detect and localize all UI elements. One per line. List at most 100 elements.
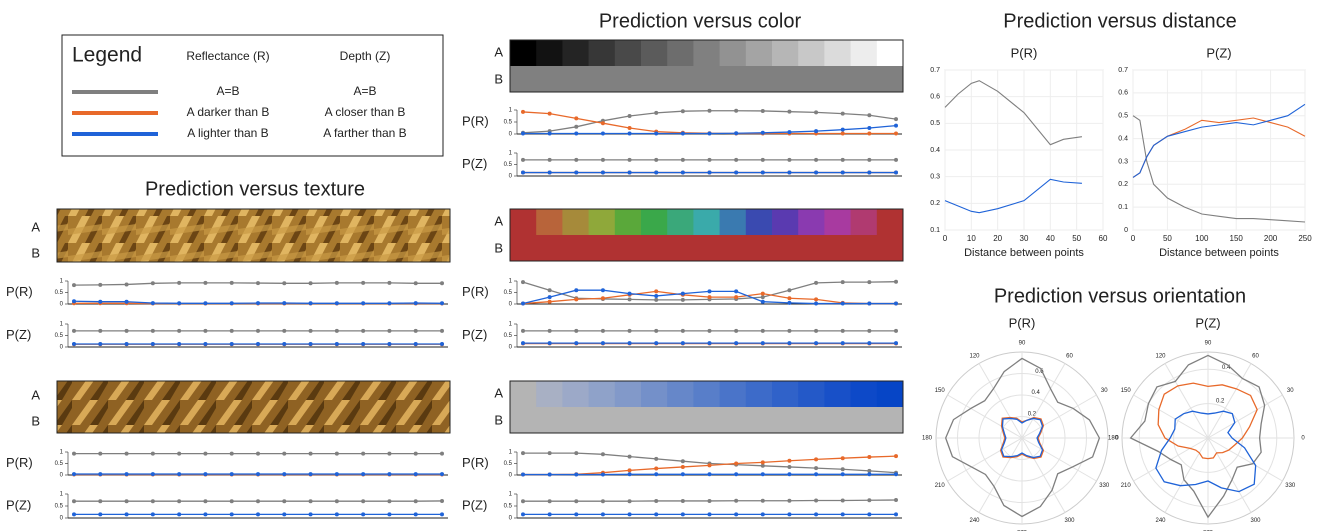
series-point [761, 472, 765, 476]
series-point [761, 460, 765, 464]
y-tick-label: 1 [509, 108, 513, 114]
series-point [734, 289, 738, 293]
series-point [230, 301, 234, 305]
series-point [628, 341, 632, 345]
series-point [654, 132, 658, 136]
series-point [814, 281, 818, 285]
series-point [787, 301, 791, 305]
series-point [841, 280, 845, 284]
series-point [654, 341, 658, 345]
strip-cell [851, 209, 878, 235]
y-tick-label: 0.1 [930, 227, 940, 234]
series-point [894, 512, 898, 516]
series-point [548, 295, 552, 299]
strip-cell [877, 209, 904, 235]
series-point [151, 452, 155, 456]
series-point [574, 329, 578, 333]
series-point [387, 342, 391, 346]
theta-tick-label: 30 [1287, 388, 1294, 394]
theta-tick-label: 60 [1066, 353, 1073, 359]
texture-strip [57, 209, 450, 262]
series-point [521, 132, 525, 136]
series-point [708, 472, 712, 476]
strip-cell [824, 381, 851, 407]
series-point [387, 329, 391, 333]
series-point [894, 117, 898, 121]
series-point [309, 452, 313, 456]
series-point [440, 329, 444, 333]
y-axis-label: P(R) [6, 284, 33, 299]
series-point [681, 329, 685, 333]
series-point [230, 512, 234, 516]
y-tick-label: 1 [60, 279, 64, 285]
series-point [72, 452, 76, 456]
strip-cell [746, 381, 773, 407]
strip-cell [589, 209, 616, 235]
series-point [98, 342, 102, 346]
series-point [361, 452, 365, 456]
y-tick-label: 0.2 [930, 200, 940, 207]
strip-cell [641, 381, 668, 407]
series-point [894, 498, 898, 502]
strip-cell [667, 381, 694, 407]
series-point [440, 342, 444, 346]
series-point [574, 451, 578, 455]
theta-tick-label: 180 [1108, 436, 1119, 442]
strip-cell [510, 209, 537, 235]
series-point [548, 451, 552, 455]
series-point [151, 512, 155, 516]
y-tick-label: 0.3 [1118, 158, 1128, 165]
series-point [787, 329, 791, 333]
series-point [335, 499, 339, 503]
series-point [335, 281, 339, 285]
series-point [628, 499, 632, 503]
series-point [681, 341, 685, 345]
series-point [814, 129, 818, 133]
y-tick-label: 0.5 [55, 333, 64, 339]
series-point [574, 288, 578, 292]
series-point [521, 512, 525, 516]
r-tick-label: 0.4 [1031, 390, 1040, 396]
strip-label: B [31, 413, 40, 428]
strip-cell [772, 381, 799, 407]
x-tick-label: 50 [1072, 234, 1081, 243]
series-point [761, 109, 765, 113]
series-point [387, 301, 391, 305]
strip-cell [510, 381, 537, 407]
y-axis-label: P(Z) [6, 327, 31, 342]
y-tick-label: 0.4 [1118, 135, 1128, 142]
series-point [628, 472, 632, 476]
series-point [548, 473, 552, 477]
series-point [601, 296, 605, 300]
y-tick-label: 0.7 [930, 67, 940, 74]
section-title: Prediction versus color [599, 10, 802, 32]
strip-cell [851, 381, 878, 407]
series-point [867, 329, 871, 333]
series-point [894, 329, 898, 333]
series-point [309, 342, 313, 346]
y-tick-label: 1 [60, 450, 64, 456]
series-point [761, 300, 765, 304]
strip-label: B [494, 240, 503, 255]
series-point [601, 499, 605, 503]
x-tick-label: 10 [967, 234, 976, 243]
series-line [1133, 116, 1305, 222]
series-point [361, 301, 365, 305]
series-point [282, 452, 286, 456]
series-point [203, 342, 207, 346]
series-point [761, 171, 765, 175]
series-point [230, 452, 234, 456]
series-point [654, 294, 658, 298]
series-point [734, 329, 738, 333]
series-point [628, 132, 632, 136]
series-point [309, 499, 313, 503]
series-point [203, 301, 207, 305]
series-point [414, 499, 418, 503]
series-point [574, 341, 578, 345]
legend-column: Depth (Z) [340, 49, 391, 63]
series-point [387, 499, 391, 503]
y-tick-label: 0.6 [930, 94, 940, 101]
series-point [628, 171, 632, 175]
series-point [867, 171, 871, 175]
series-point [628, 455, 632, 459]
